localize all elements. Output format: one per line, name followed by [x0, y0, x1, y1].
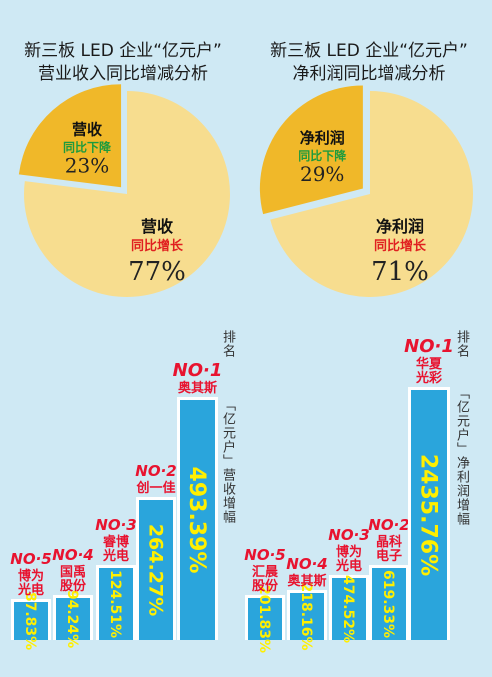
rank-label: NO·3 [328, 526, 369, 544]
rank-legend-right: 排名 [454, 330, 469, 358]
rank-label: NO·5 [244, 546, 285, 564]
title-line-1: 新三板 LED 企业“亿元户” [270, 41, 468, 61]
title-line-2: 营业收入同比增减分析 [38, 64, 208, 84]
chart-title-profit: 新三板 LED 企业“亿元户” 净利润同比增减分析 [246, 40, 492, 86]
bar-profit-1 [290, 593, 324, 640]
bar-value-label: 218.16% [298, 582, 314, 650]
y-axis-label-right: 「亿元户」净利润增幅 [454, 386, 469, 526]
chart-title-revenue: 新三板 LED 企业“亿元户” 营业收入同比增减分析 [0, 40, 246, 86]
title-line-1: 新三板 LED 企业“亿元户” [24, 41, 222, 61]
company-label: 光电 [17, 582, 44, 598]
rank-label: NO·5 [10, 550, 51, 568]
company-label: 奥其斯 [287, 573, 326, 589]
bar-value-label: 94.24% [64, 590, 80, 648]
slice-sub: 同比增长 [374, 238, 427, 254]
company-label: 电子 [376, 548, 402, 564]
rank-legend-left: 排名 [220, 330, 235, 358]
title-line-2: 净利润同比增减分析 [292, 64, 446, 84]
bar-value-label: 619.33% [380, 570, 396, 638]
company-label: 光电 [102, 548, 129, 564]
rank-label: NO·4 [52, 546, 93, 564]
rank-label: NO·2 [135, 462, 176, 480]
bar-value-label: 87.83% [22, 592, 38, 650]
bar-value-label: 264.27% [144, 524, 166, 616]
slice-name: 营收 [72, 121, 102, 139]
pie-slice-increase-0 [24, 91, 231, 297]
rank-label: NO·1 [404, 336, 454, 357]
bar-value-label: 493.39% [184, 467, 209, 574]
slice-value: 71% [371, 257, 429, 287]
slice-value: 77% [128, 257, 186, 287]
bar-value-label: 201.83% [256, 585, 272, 653]
rank-label: NO·4 [286, 555, 327, 573]
company-label: 奥其斯 [178, 380, 217, 396]
company-label: 博为 [18, 568, 44, 584]
company-label: 光电 [335, 558, 362, 574]
pie-slice-decrease-0 [18, 84, 122, 188]
rank-label: NO·2 [368, 516, 409, 534]
bar-profit-3 [372, 568, 406, 640]
company-label: 晶科 [376, 534, 402, 550]
bar-value-label: 124.51% [107, 570, 123, 638]
rank-label: NO·1 [173, 360, 223, 381]
y-axis-label-left: 「亿元户」营收增幅 [220, 398, 235, 524]
company-label: 股份 [252, 578, 279, 594]
company-label: 光彩 [415, 370, 442, 386]
bar-value-label: 474.52% [340, 575, 356, 643]
slice-name: 营收 [141, 217, 173, 236]
slice-name: 净利润 [300, 129, 345, 147]
company-label: 睿博 [103, 534, 129, 550]
slice-name: 净利润 [376, 217, 424, 236]
slice-sub: 同比增长 [131, 238, 184, 254]
pie-slice-increase-1 [270, 91, 474, 297]
bar-rev-2 [99, 568, 133, 640]
bar-rev-0 [14, 602, 48, 640]
bar-profit-2 [332, 578, 366, 640]
company-label: 国禹 [60, 564, 86, 580]
slice-sub: 同比下降 [298, 148, 347, 163]
slice-value: 29% [300, 162, 344, 186]
bar-value-label: 2435.76% [415, 454, 440, 576]
slice-sub: 同比下降 [63, 140, 112, 155]
company-label: 华夏 [416, 356, 443, 372]
company-label: 创一佳 [135, 480, 175, 496]
bar-rev-1 [56, 598, 90, 640]
company-label: 汇晨 [252, 565, 279, 580]
bar-profit-4 [411, 390, 447, 640]
slice-value: 23% [65, 154, 109, 178]
bar-rev-4 [180, 400, 215, 640]
company-label: 博为 [336, 544, 362, 560]
bar-profit-0 [248, 598, 282, 640]
company-label: 股份 [60, 578, 87, 594]
bar-rev-3 [139, 500, 173, 640]
pie-slice-decrease-1 [259, 85, 363, 215]
rank-label: NO·3 [95, 516, 136, 534]
